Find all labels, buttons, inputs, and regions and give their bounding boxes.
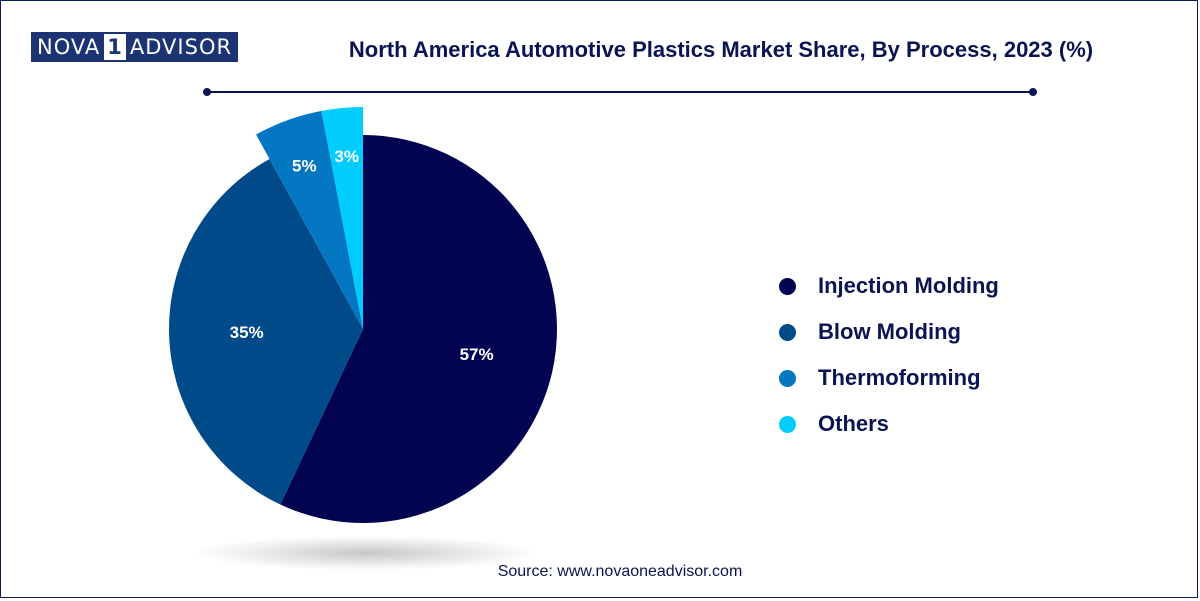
- legend-item: Injection Molding: [779, 263, 999, 309]
- legend-label-others: Others: [818, 411, 889, 436]
- legend-marker-blow-molding: [779, 323, 796, 341]
- legend-marker-thermoforming: [779, 369, 796, 387]
- pie-shadow: [196, 536, 536, 570]
- brand-logo: NOVA 1 ADVISOR: [31, 32, 239, 62]
- legend-marker-others: [779, 415, 796, 433]
- chart-legend: Injection Molding Blow Molding Thermofor…: [779, 263, 999, 447]
- logo-text-one: 1: [102, 32, 128, 62]
- pie-slice-blow-molding: [169, 158, 363, 505]
- pie-slice-others: [321, 107, 363, 329]
- chart-title: North America Automotive Plastics Market…: [348, 37, 1094, 62]
- source-note: Source: www.novaoneadvisor.com: [497, 563, 743, 580]
- legend-label-thermoforming: Thermoforming: [818, 365, 981, 390]
- legend-label-injection-molding: Injection Molding: [818, 273, 999, 298]
- legend-item: Thermoforming: [779, 355, 999, 401]
- slice-label-blow-molding: 35%: [230, 323, 264, 342]
- pie-slice-injection-molding: [280, 135, 557, 523]
- slice-label-thermoforming: 5%: [292, 157, 317, 176]
- legend-label-blow-molding: Blow Molding: [818, 319, 961, 344]
- title-divider: [203, 88, 1037, 96]
- logo-text-nova: NOVA: [31, 32, 103, 62]
- legend-item: Others: [779, 401, 999, 447]
- pie-slice-thermoforming: [256, 110, 363, 330]
- slice-label-others: 3%: [334, 147, 359, 166]
- legend-item: Blow Molding: [779, 309, 999, 355]
- logo-text-advisor: ADVISOR: [127, 32, 239, 62]
- legend-marker-injection-molding: [779, 277, 796, 295]
- slice-label-injection-molding: 57%: [460, 345, 494, 364]
